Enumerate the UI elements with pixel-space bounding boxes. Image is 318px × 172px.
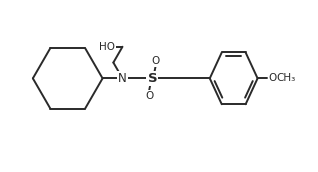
Text: HO: HO (99, 42, 115, 52)
Text: N: N (118, 72, 127, 85)
Text: O: O (268, 73, 277, 83)
Text: CH₃: CH₃ (277, 73, 296, 83)
Text: O: O (145, 91, 153, 101)
Text: S: S (148, 72, 157, 85)
Text: O: O (152, 56, 160, 66)
